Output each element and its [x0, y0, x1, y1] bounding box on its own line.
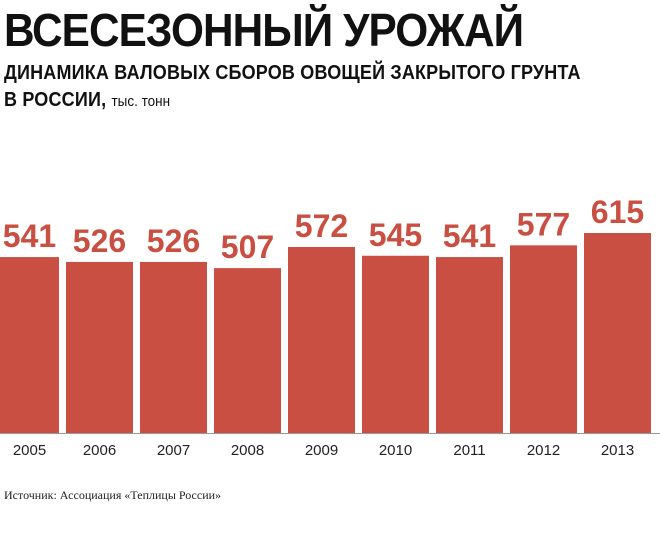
- bar-2011: [436, 257, 503, 433]
- bar-2013: [584, 233, 651, 433]
- bars-group: [0, 233, 651, 433]
- subtitle-line-2: В РОССИИ,: [4, 89, 112, 111]
- bar-2008: [214, 268, 281, 433]
- value-label-2010: 545: [369, 217, 422, 253]
- bar-2005: [0, 257, 59, 433]
- bar-2007: [140, 261, 207, 433]
- value-label-2007: 526: [147, 223, 200, 259]
- tick-label-2005: 2005: [13, 442, 46, 459]
- chart-title: ВСЕСЕЗОННЫЙ УРОЖАЙ: [4, 4, 524, 56]
- subtitle-line-1: ДИНАМИКА ВАЛОВЫХ СБОРОВ ОВОЩЕЙ ЗАКРЫТОГО…: [4, 62, 581, 84]
- value-label-2006: 526: [73, 223, 126, 259]
- bar-2006: [66, 261, 133, 433]
- bar-2009: [288, 246, 355, 433]
- tick-label-2007: 2007: [157, 442, 190, 459]
- value-label-2008: 507: [221, 229, 274, 265]
- chart-subtitle: ДИНАМИКА ВАЛОВЫХ СБОРОВ ОВОЩЕЙ ЗАКРЫТОГО…: [4, 60, 594, 115]
- tick-label-2008: 2008: [231, 442, 264, 459]
- bar-2010: [362, 255, 429, 433]
- value-label-2011: 541: [443, 218, 496, 254]
- tick-label-2009: 2009: [305, 442, 338, 459]
- value-label-2005: 541: [3, 218, 56, 254]
- value-label-2013: 615: [591, 194, 644, 230]
- bar-2012: [510, 245, 577, 433]
- tick-label-2006: 2006: [83, 442, 116, 459]
- tick-label-2013: 2013: [601, 442, 634, 459]
- bar-chart: 541 526 526 507 572 545 541 577 615 2005 2006 2007…: [0, 194, 660, 459]
- value-labels-group: 541 526 526 507 572 545 541 577 615: [3, 194, 644, 265]
- tick-label-2011: 2011: [453, 442, 485, 459]
- value-label-2012: 577: [517, 206, 570, 242]
- tick-label-2012: 2012: [527, 442, 560, 459]
- tick-label-2010: 2010: [379, 442, 412, 459]
- value-label-2009: 572: [295, 208, 348, 244]
- tick-labels-group: 2005 2006 2007 2008 2009 2010 2011 2012 2013: [13, 442, 634, 459]
- source-note: Источник: Ассоциация «Теплицы России»: [4, 488, 222, 502]
- unit-label: тыс. тонн: [111, 93, 171, 110]
